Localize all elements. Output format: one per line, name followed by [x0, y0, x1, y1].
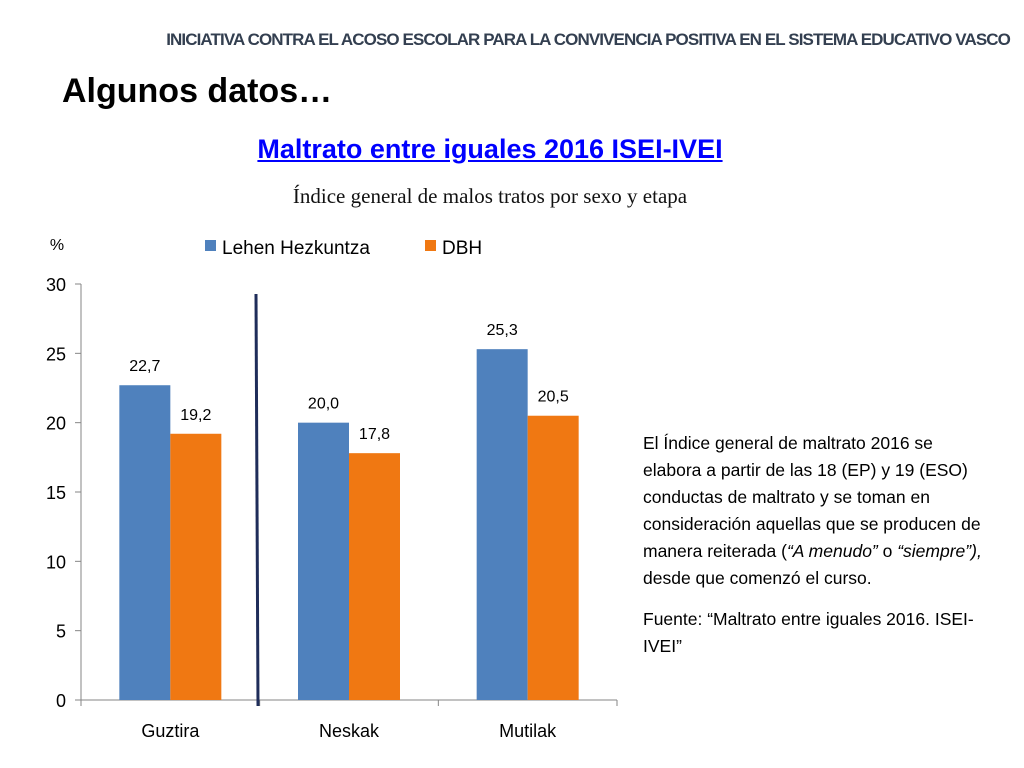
y-tick-label: 25 — [46, 344, 66, 364]
y-tick-label: 20 — [46, 414, 66, 434]
x-tick-label: Mutilak — [499, 721, 557, 741]
note-text-c: o — [877, 541, 898, 561]
y-tick-label: 5 — [56, 622, 66, 642]
bar — [476, 349, 528, 700]
note-text-e: desde que comenzó el curso. — [643, 568, 872, 588]
y-tick-label: 30 — [46, 275, 66, 295]
note-text-b: “A menudo” — [786, 541, 878, 561]
y-tick-label: 15 — [46, 483, 66, 503]
bar-chart: % Lehen Hezkuntza DBH 0 5 10 15 20 25 30 Guztira 22… — [46, 237, 618, 741]
header-banner: INICIATIVA CONTRA EL ACOSO ESCOLAR PARA … — [166, 30, 1011, 49]
y-axis-unit-label: % — [50, 237, 64, 254]
legend-swatch — [425, 240, 436, 251]
note-text-a: El Índice general de maltrato 2016 se el… — [643, 433, 981, 561]
bar — [170, 433, 222, 700]
bar — [298, 422, 349, 700]
source-note: Fuente: “Maltrato entre iguales 2016. IS… — [643, 609, 974, 656]
chart-heading: Índice general de malos tratos por sexo … — [292, 184, 688, 208]
page-title: Algunos datos… — [62, 72, 333, 110]
bar — [119, 385, 171, 700]
x-tick-label: Guztira — [141, 721, 200, 741]
source-link[interactable]: Maltrato entre iguales 2016 ISEI-IVEI — [257, 134, 723, 164]
data-label: 25,3 — [487, 322, 518, 339]
bar — [527, 415, 579, 700]
legend-swatch — [205, 240, 216, 251]
data-label: 22,7 — [129, 358, 160, 375]
note-text-d: “siempre”), — [897, 541, 982, 561]
separator-line — [254, 293, 260, 707]
chart-note: El Índice general de maltrato 2016 se el… — [643, 430, 993, 674]
legend-label: DBH — [442, 238, 482, 259]
y-tick-label: 10 — [46, 552, 66, 572]
note-paragraph: El Índice general de maltrato 2016 se el… — [643, 430, 993, 592]
y-tick-label: 0 — [56, 691, 66, 711]
data-label: 20,5 — [538, 389, 569, 406]
x-tick-label: Neskak — [319, 721, 380, 741]
data-label: 20,0 — [308, 396, 339, 413]
bar — [349, 453, 400, 700]
data-label: 19,2 — [180, 407, 211, 424]
data-label: 17,8 — [359, 426, 390, 443]
legend-label: Lehen Hezkuntza — [222, 238, 370, 259]
